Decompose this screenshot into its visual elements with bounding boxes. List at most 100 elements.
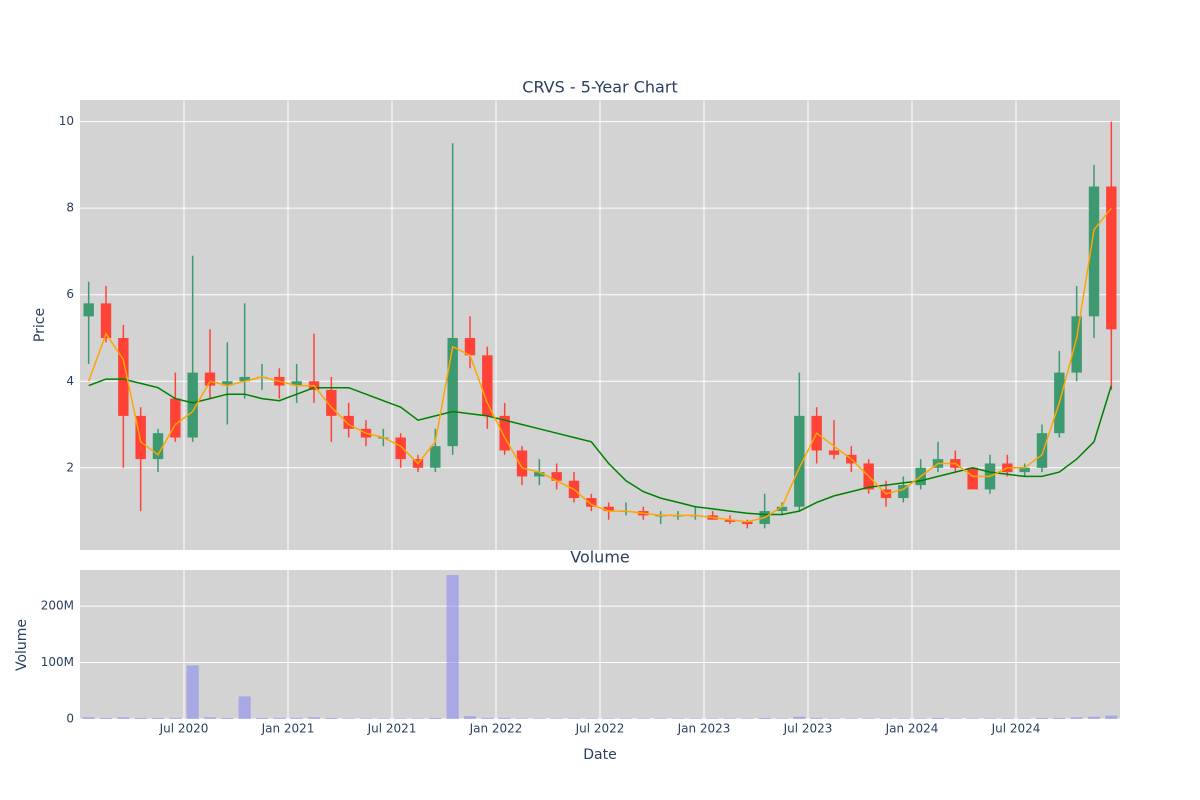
volume-bar [1001,718,1014,719]
grid [80,100,1120,720]
candle-body [464,337,476,356]
candle-body [170,398,181,438]
volume-bar [411,718,425,719]
volume-bar [498,717,511,719]
volume-bar [151,717,165,719]
volume-bar [567,718,581,719]
volume-bar [1035,717,1049,719]
candle-body [586,498,597,507]
candle-body [1071,316,1082,373]
candle-body [1019,467,1030,473]
candle-body [135,415,146,460]
candle-body [794,415,805,507]
volume-bar [897,718,910,719]
x-tick-label: Jul 2022 [575,722,625,736]
volume-bar [290,717,303,719]
volume-bar [186,665,199,719]
x-tick-label: Jul 2023 [783,722,833,736]
volume-bar [342,718,355,719]
volume-bar [845,718,858,719]
volume-bar [966,718,979,719]
volume-bar [117,717,130,719]
volume-axis-label: Volume [14,619,30,671]
y-tick-label: 10 [59,114,74,128]
volume-bar [307,717,321,719]
volume-bar [203,717,217,719]
volume-bar [377,718,390,719]
candle-body [222,381,233,386]
x-tick-label: Jul 2020 [159,722,209,736]
volume-bar [671,718,685,719]
volume-bar [741,718,754,719]
candle-body [828,450,840,455]
y-tick-label: 0 [66,712,74,726]
candle-body [516,450,528,477]
x-tick-label: Jan 2024 [885,722,939,736]
volume-bar [359,718,373,719]
volume-bar [637,718,650,719]
candle-body [534,472,545,477]
volume-bar [689,718,702,719]
volume-bar [238,696,251,719]
volume-bar [221,717,234,719]
volume-bar [793,716,806,719]
x-tick-label: Jan 2022 [469,722,523,736]
candle-body [1036,433,1048,468]
volume-bar [585,718,598,719]
volume-bar [550,718,563,719]
volume-bar [1053,717,1066,719]
candle-body [83,303,94,317]
volume-bar [1070,717,1083,719]
volume-bar [931,717,945,719]
volume-bar [862,718,875,719]
volume-bar [394,718,407,719]
volume-bar [1018,718,1031,719]
candle-body [118,337,129,416]
y-tick-label: 6 [66,287,74,301]
volume-bar [914,718,927,719]
candle-body [326,389,337,416]
candle-body [742,521,753,525]
volume-bar [723,718,737,719]
x-tick-label: Jul 2021 [367,722,417,736]
candle-body [603,506,614,512]
candle-body [776,506,788,512]
volume-bar [654,718,667,719]
candle-body [551,472,562,481]
volume-bar [827,718,841,719]
candle-body [343,415,354,429]
volume-bar [758,717,771,719]
candle-body [1088,186,1100,317]
candle-body [447,337,458,447]
candle-body [430,446,441,468]
volume-bar [1105,715,1118,719]
candle-body [187,372,198,438]
volume-bar [82,717,95,719]
volume-bar [134,717,147,719]
volume-bar [706,718,719,719]
x-tick-label: Jul 2024 [991,722,1041,736]
volume-bar [481,717,494,719]
x-axis-label: Date [583,747,616,763]
candle-body [1106,186,1117,330]
candle-body [967,467,978,490]
y-tick-label: 4 [66,374,74,388]
volume-bar [463,716,477,719]
candle-body [152,433,164,460]
volume-bar [99,717,113,719]
y-axis-label: Price [32,308,48,342]
volume-bar [983,718,997,719]
candle-body [291,381,302,386]
candle-body [100,303,112,338]
candle-body [395,437,406,460]
y-tick-label: 200M [41,599,74,613]
volume-bar [879,718,893,719]
y-tick-label: 100M [41,655,74,669]
volume-title: Volume [570,548,630,567]
volume-bar [533,718,546,719]
volume-bar [429,717,442,719]
volume-bar [810,717,823,719]
volume-bar [602,718,615,719]
volume-bar [775,718,789,719]
